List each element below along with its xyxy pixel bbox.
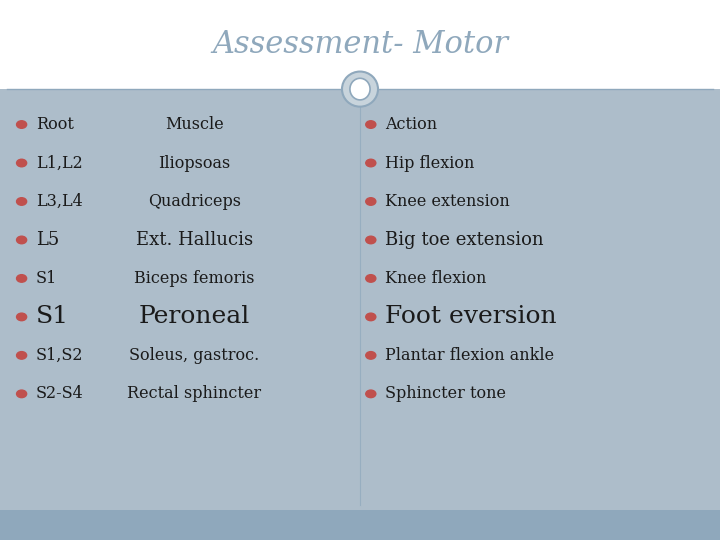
Text: S1,S2: S1,S2 <box>36 347 84 364</box>
Bar <box>0 0 720 89</box>
Text: S1: S1 <box>36 270 58 287</box>
Text: Big toe extension: Big toe extension <box>385 231 544 249</box>
Text: Assessment- Motor: Assessment- Motor <box>212 29 508 60</box>
Circle shape <box>17 275 27 282</box>
Text: Iliopsoas: Iliopsoas <box>158 154 230 172</box>
Text: Foot eversion: Foot eversion <box>385 306 557 328</box>
Circle shape <box>366 390 376 397</box>
Circle shape <box>17 313 27 321</box>
Ellipse shape <box>342 71 378 107</box>
Bar <box>0 89 720 510</box>
Ellipse shape <box>350 78 370 100</box>
Circle shape <box>366 352 376 359</box>
Text: Hip flexion: Hip flexion <box>385 154 474 172</box>
Text: Action: Action <box>385 116 437 133</box>
Circle shape <box>17 121 27 129</box>
Circle shape <box>366 313 376 321</box>
Circle shape <box>366 121 376 129</box>
Text: Knee extension: Knee extension <box>385 193 510 210</box>
Circle shape <box>17 198 27 205</box>
Circle shape <box>17 390 27 397</box>
Text: S2-S4: S2-S4 <box>36 386 84 402</box>
Text: Sphincter tone: Sphincter tone <box>385 386 506 402</box>
Text: Soleus, gastroc.: Soleus, gastroc. <box>130 347 259 364</box>
Circle shape <box>366 159 376 167</box>
Circle shape <box>17 236 27 244</box>
Text: Knee flexion: Knee flexion <box>385 270 487 287</box>
Bar <box>0 510 720 540</box>
Text: Biceps femoris: Biceps femoris <box>134 270 255 287</box>
Circle shape <box>17 159 27 167</box>
Text: S1: S1 <box>36 306 69 328</box>
Text: L5: L5 <box>36 231 59 249</box>
Text: Peroneal: Peroneal <box>139 306 250 328</box>
Text: Plantar flexion ankle: Plantar flexion ankle <box>385 347 554 364</box>
Circle shape <box>366 198 376 205</box>
Text: Root: Root <box>36 116 74 133</box>
Text: L1,L2: L1,L2 <box>36 154 83 172</box>
Text: L3,L4: L3,L4 <box>36 193 83 210</box>
Circle shape <box>17 352 27 359</box>
Circle shape <box>366 275 376 282</box>
Text: Rectal sphincter: Rectal sphincter <box>127 386 261 402</box>
Text: Quadriceps: Quadriceps <box>148 193 241 210</box>
Text: Muscle: Muscle <box>165 116 224 133</box>
Text: Ext. Hallucis: Ext. Hallucis <box>136 231 253 249</box>
Circle shape <box>366 236 376 244</box>
